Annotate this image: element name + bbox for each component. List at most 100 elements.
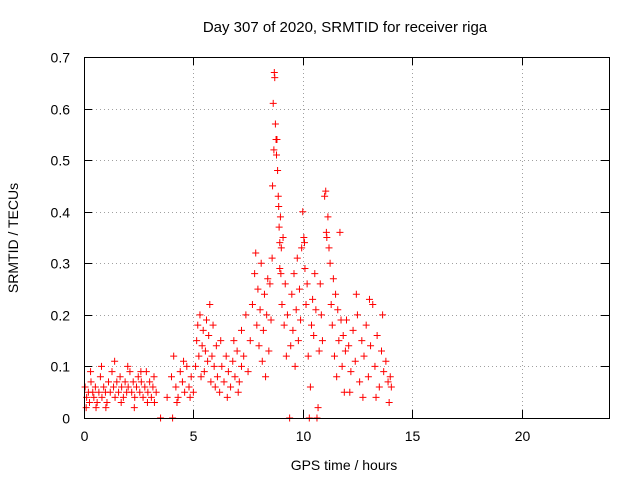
data-point [364,373,372,381]
data-point [386,373,394,381]
data-point [301,264,309,272]
data-point [111,357,119,365]
data-point [333,373,341,381]
y-tick-label: 0.2 [51,308,71,324]
data-point [91,383,99,391]
data-point [183,362,191,370]
data-point [318,337,326,345]
data-point [110,383,118,391]
x-tick-label: 20 [515,428,531,444]
data-point [308,321,315,329]
data-point [264,275,272,283]
data-point [273,151,280,159]
data-point [130,404,138,412]
data-point [230,337,238,345]
data-point [356,378,364,386]
data-point [293,254,301,262]
data-point [325,244,333,252]
data-point [187,373,195,381]
data-point [274,192,282,200]
data-point [172,383,180,391]
data-point [217,337,225,345]
data-point [269,182,277,190]
data-point [133,383,140,391]
data-point [382,357,390,365]
data-point [168,373,175,381]
data-point [300,234,308,241]
data-point [105,378,112,386]
data-point [224,368,232,376]
data-point [238,362,245,370]
grid [84,57,609,418]
data-point [116,373,124,381]
data-point [260,290,268,298]
data-point [124,362,132,370]
data-point [111,393,119,401]
data-point [170,352,178,360]
data-point [280,321,288,329]
data-point [196,311,204,319]
data-point [289,326,297,334]
data-point [216,388,224,396]
data-point [343,316,350,324]
data-point [227,383,235,391]
data-point [255,342,263,350]
data-point [359,393,367,401]
data-point [87,368,95,376]
data-point [332,290,340,298]
data-point [174,393,182,401]
data-point [334,306,342,314]
data-point [229,357,237,365]
data-point [186,393,194,401]
data-point [87,378,95,386]
data-point [147,393,155,401]
data-point [278,301,286,309]
data-point [311,270,319,278]
data-point [98,362,105,370]
data-point [310,331,318,339]
data-point [246,337,254,345]
data-point [298,244,306,252]
data-point [362,321,370,329]
data-point [234,388,242,396]
data-point [375,383,383,391]
data-point [131,393,139,401]
y-tick-label: 0.3 [51,256,71,272]
data-point [265,347,273,355]
data-point [92,404,100,412]
data-point [330,352,338,360]
data-point [269,99,277,107]
data-point [89,388,97,396]
data-point [240,352,248,360]
data-point [373,331,381,339]
data-point [238,326,245,334]
data-point [276,213,284,221]
data-point [268,254,276,262]
data-point [304,352,312,360]
data-point [252,249,260,257]
data-point [185,383,193,391]
data-point [150,399,158,407]
data-point [195,352,203,360]
data-point [248,301,256,309]
data-point [272,136,280,144]
plot-frame [84,57,610,419]
data-point [102,404,110,412]
axis-ticks: 0 0.1 0.2 0.3 0.4 0.5 0.6 0.7 0 5 10 15 20 [51,50,609,444]
data-point [339,331,347,339]
data-point [369,301,377,309]
data-point [126,368,134,376]
data-point [129,378,137,386]
data-point [312,306,320,314]
data-point [283,311,291,319]
y-tick-label: 0.1 [51,359,71,375]
data-point [90,393,98,401]
data-point [277,244,285,252]
data-point [380,368,388,376]
data-point [314,404,322,412]
data-point [203,316,210,324]
data-point [378,347,385,355]
data-point [282,352,290,360]
data-point [275,223,283,231]
